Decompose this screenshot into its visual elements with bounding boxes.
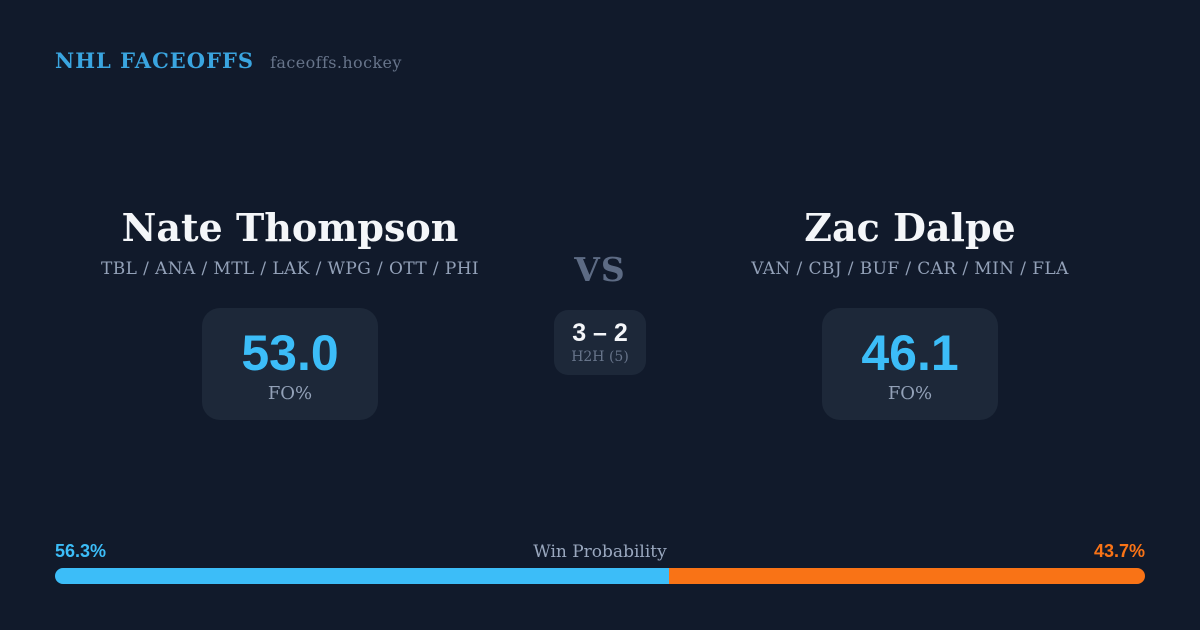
player-left-teams: TBL / ANA / MTL / LAK / WPG / OTT / PHI (100, 259, 480, 279)
player-left: Nate Thompson TBL / ANA / MTL / LAK / WP… (55, 205, 525, 420)
win-probability-left-pct: 56.3% (55, 541, 107, 561)
win-bar-left-segment (55, 568, 669, 584)
matchup-section: Nate Thompson TBL / ANA / MTL / LAK / WP… (0, 205, 1200, 420)
player-right-name: Zac Dalpe (804, 205, 1016, 250)
win-probability-bar (55, 568, 1145, 584)
player-right-fo-label: FO% (887, 383, 933, 404)
win-probability-right-pct: 43.7% (1093, 541, 1145, 561)
player-right-teams: VAN / CBJ / BUF / CAR / MIN / FLA (751, 259, 1069, 279)
player-right: Zac Dalpe VAN / CBJ / BUF / CAR / MIN / … (675, 205, 1145, 420)
win-bar-right-segment (668, 568, 1145, 584)
player-left-fo-card: 53.0 FO% (202, 308, 378, 420)
h2h-card: 3 – 2 H2H (5) (554, 310, 646, 375)
h2h-label: H2H (5) (571, 349, 629, 365)
player-right-fo-value: 46.1 (861, 325, 959, 381)
header: NHL FACEOFFS faceoffs.hockey (55, 48, 402, 73)
player-right-fo-card: 46.1 FO% (822, 308, 998, 420)
player-left-name: Nate Thompson (121, 205, 459, 250)
vs-label: VS (574, 250, 626, 289)
h2h-score: 3 – 2 (572, 319, 628, 347)
win-probability-title: Win Probability (533, 542, 667, 562)
versus-column: VS 3 – 2 H2H (5) (525, 205, 675, 420)
player-left-fo-value: 53.0 (241, 325, 339, 381)
site-url: faceoffs.hockey (270, 53, 402, 72)
player-left-fo-label: FO% (267, 383, 313, 404)
brand-title: NHL FACEOFFS (55, 48, 255, 73)
win-probability-labels: 56.3% Win Probability 43.7% (55, 541, 1145, 563)
